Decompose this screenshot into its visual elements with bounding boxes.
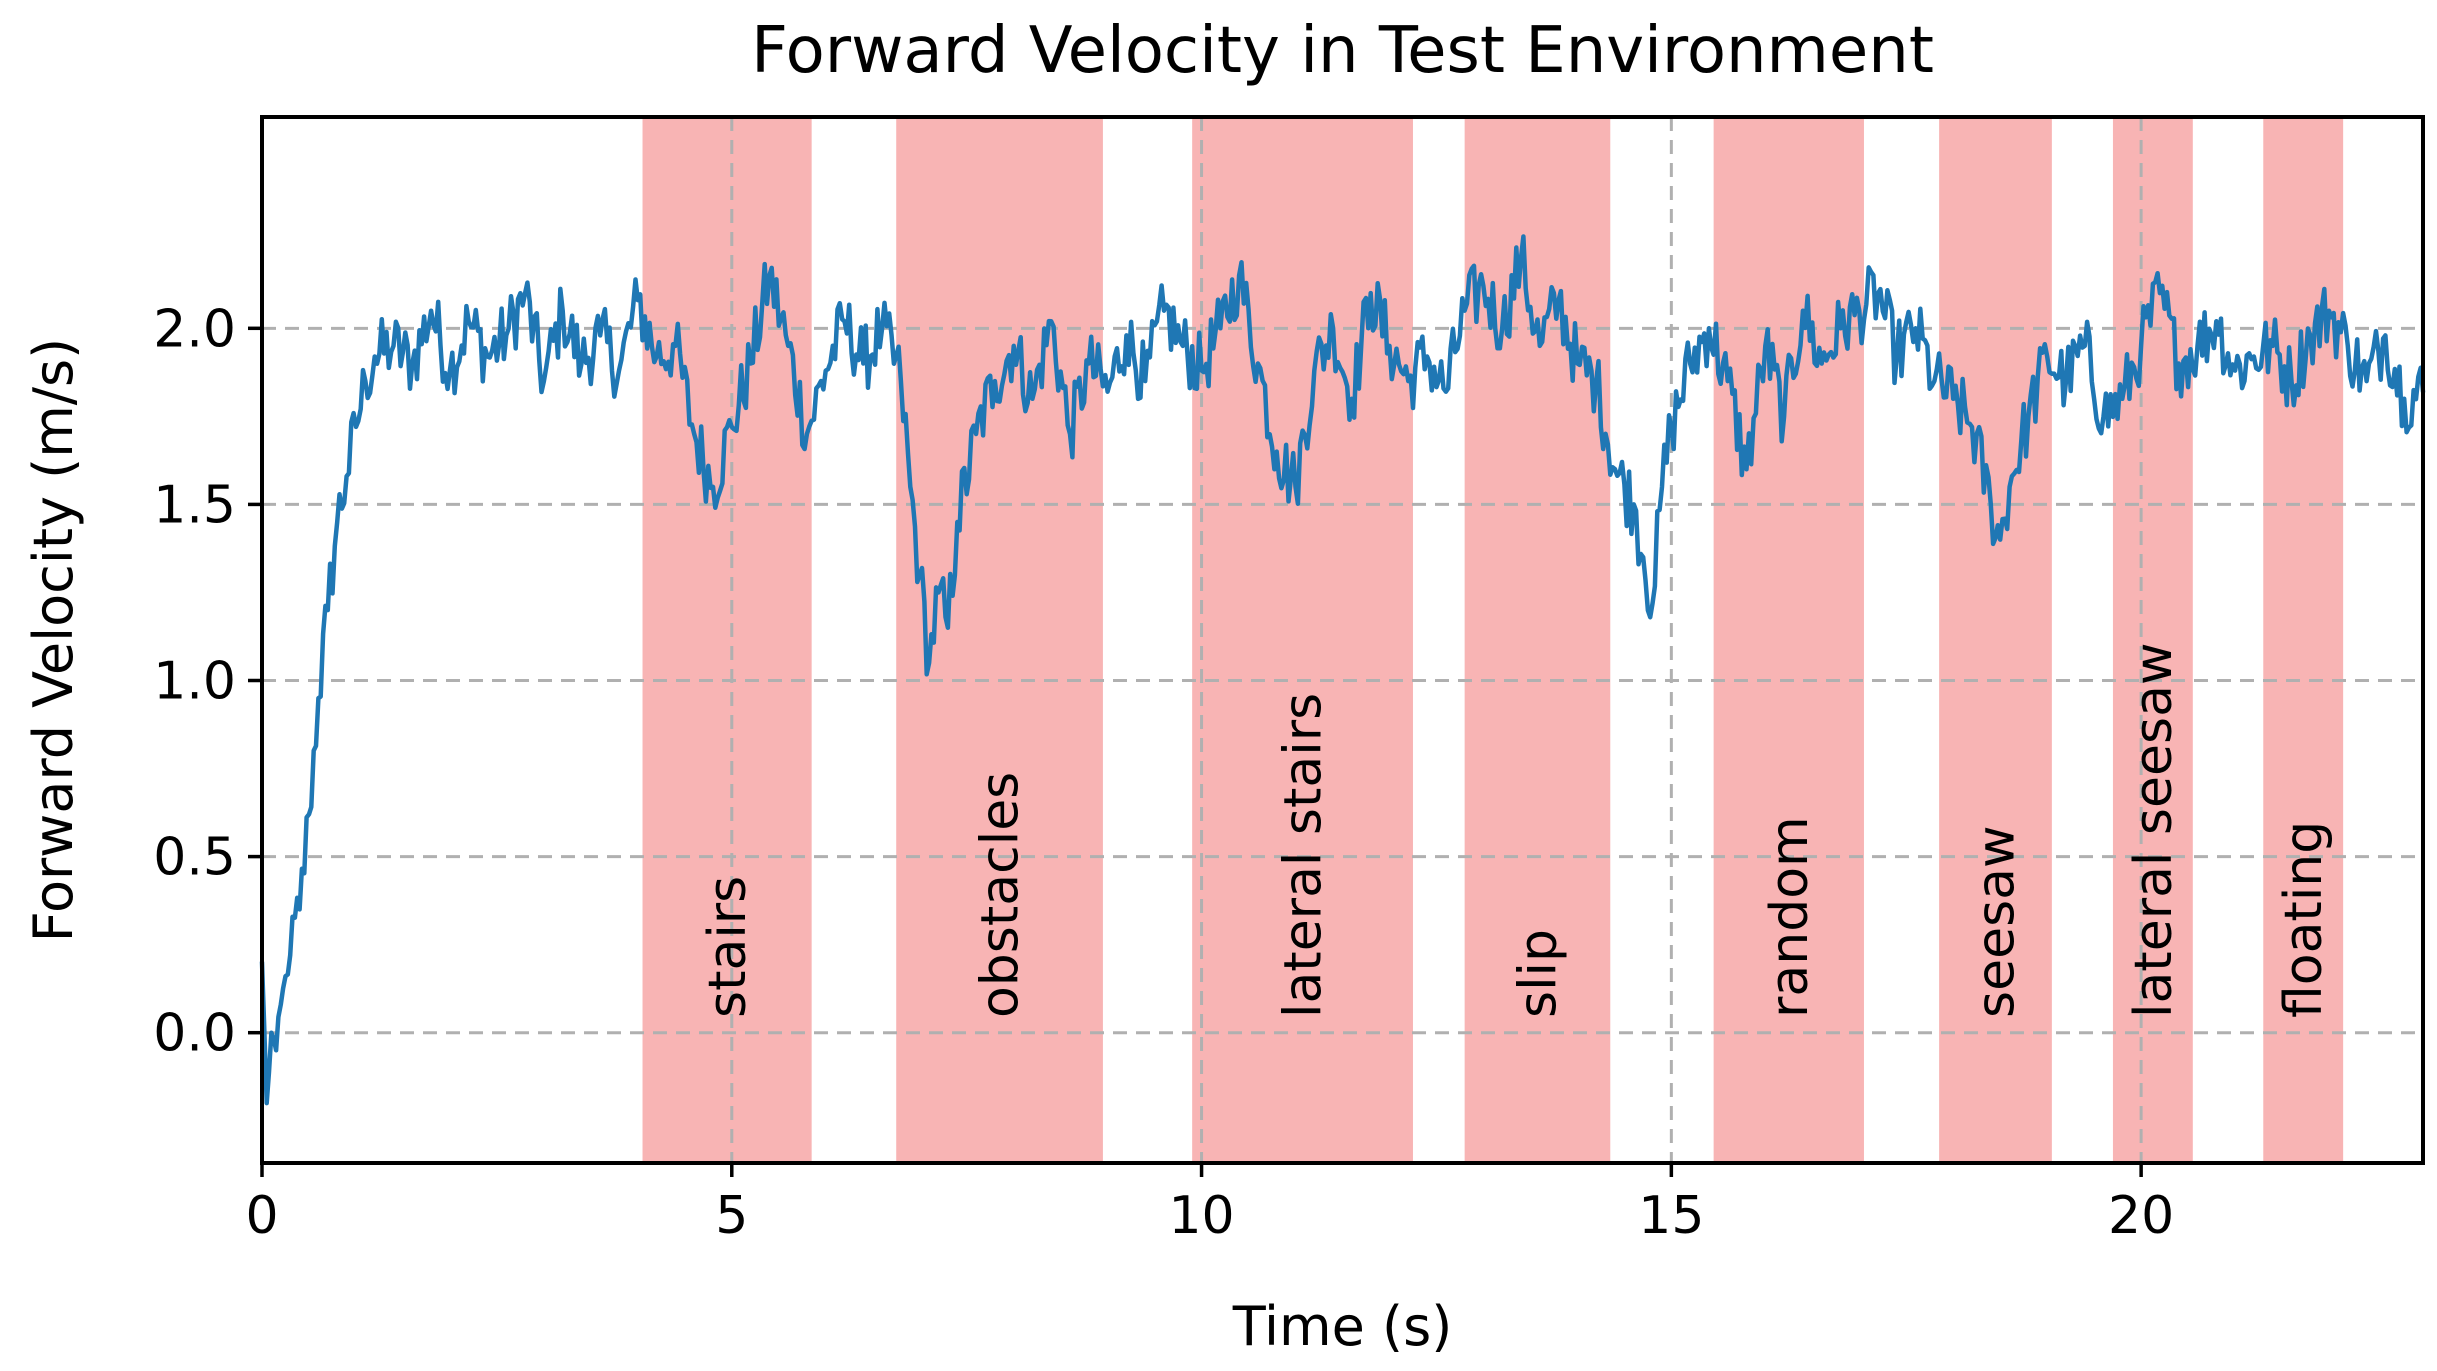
region-label-6: lateral seesaw [2124, 643, 2184, 1018]
region-label-0: stairs [698, 876, 758, 1018]
x-tick-label-4: 20 [2108, 1186, 2174, 1246]
region-labels-layer: stairs obstacles lateral stairs slip random s… [698, 643, 2334, 1018]
velocity-line [259, 234, 2426, 1106]
region-label-3: slip [1508, 929, 1568, 1018]
region-label-4: random [1760, 816, 1820, 1018]
x-tick-label-3: 15 [1638, 1186, 1704, 1246]
region-label-5: seesaw [1966, 825, 2026, 1018]
y-axis-label: Forward Velocity (m/s) [22, 338, 85, 942]
region-band-4 [1713, 117, 1864, 1163]
region-band-3 [1464, 117, 1611, 1163]
x-tick-label-0: 0 [245, 1186, 278, 1246]
series-layer [259, 234, 2426, 1106]
region-band-7 [2263, 117, 2344, 1163]
region-label-1: obstacles [971, 772, 1031, 1018]
grid-layer [260, 117, 2423, 1163]
regions-layer [642, 117, 2344, 1163]
ticks-layer: 0 5 10 15 20 0.0 0.5 1.0 1.5 2.0 [153, 299, 2174, 1246]
x-axis-label: Time (s) [1232, 1295, 1453, 1358]
x-tick-label-2: 10 [1168, 1186, 1234, 1246]
y-tick-label-3: 1.5 [153, 475, 236, 535]
region-label-7: floating [2274, 821, 2334, 1018]
y-tick-label-1: 0.5 [153, 828, 236, 888]
y-tick-label-2: 1.0 [153, 652, 236, 712]
y-tick-label-0: 0.0 [153, 1004, 236, 1064]
region-label-2: lateral stairs [1274, 693, 1334, 1018]
region-band-0 [642, 117, 812, 1163]
y-tick-label-4: 2.0 [153, 299, 236, 359]
x-tick-label-1: 5 [715, 1186, 748, 1246]
chart-title: Forward Velocity in Test Environment [751, 14, 1934, 88]
plot-frame [260, 115, 2425, 1165]
region-band-5 [1939, 117, 2052, 1163]
